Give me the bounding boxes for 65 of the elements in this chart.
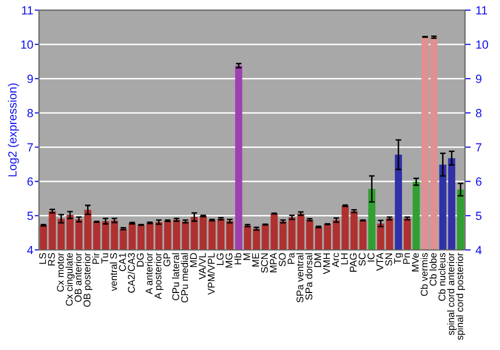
x-tick-label: spinal cord anterior — [447, 252, 456, 336]
y-tick-label: 6 — [27, 177, 33, 186]
y-tick-label: 11 — [22, 6, 33, 14]
x-tick-label: Pa — [288, 252, 295, 264]
x-tick-label: DG — [136, 253, 144, 266]
x-tick-label: RS — [48, 253, 55, 266]
y-tick-label: 9 — [27, 74, 33, 84]
y-tick-label: 5 — [27, 212, 33, 220]
x-tick-label: Arc — [332, 252, 339, 268]
x-tick-label: Cb vermis — [420, 253, 428, 296]
y-tick-label: 8 — [27, 108, 33, 118]
x-tick-label: SPa dorsal — [305, 253, 312, 300]
x-tick-label: OB posterior — [83, 252, 92, 307]
x-tick-label: Pir — [92, 252, 100, 264]
x-tick-label: MPA — [270, 252, 277, 272]
x-tick-label: CA2/CA3 — [128, 253, 135, 293]
y2-tick-label: 5 — [476, 212, 482, 220]
x-tick-label: PAG — [350, 253, 357, 272]
y-axis-title: Log2 (expression) — [8, 84, 19, 176]
x-tick-label: VA/VL — [198, 253, 206, 280]
y-tick-label: 4 — [27, 246, 34, 254]
x-tick-label: SO — [278, 253, 286, 266]
x-tick-label: LH — [341, 253, 348, 264]
x-tick-label: ventral S — [110, 253, 118, 292]
x-tick-label: A posterior — [154, 252, 164, 300]
x-tick-label: OB anterior — [74, 252, 82, 302]
x-tick-label: CPu medial — [180, 253, 188, 302]
x-tick-label: GP — [163, 253, 170, 266]
y2-tick-label: 6 — [476, 177, 482, 186]
y2-tick-label: 8 — [476, 108, 482, 118]
x-tick-label: VTA — [376, 252, 384, 271]
x-tick-label: VPM/VPL — [208, 253, 215, 295]
x-tick-label: IC — [368, 253, 374, 262]
x-tick-label: DM — [314, 253, 322, 267]
x-tick-label: Tg — [394, 253, 403, 264]
x-tick-label: SN — [385, 253, 392, 266]
x-tick-label: MD — [190, 253, 197, 267]
y-tick-label: 10 — [21, 40, 33, 49]
x-tick-label: Cb nucleus — [438, 253, 446, 301]
x-tick-label: CA1 — [119, 253, 126, 272]
y2-tick-label: 7 — [476, 143, 482, 152]
x-tick-label: ME — [252, 253, 259, 266]
x-tick-label: M — [243, 253, 250, 260]
x-tick-label: LS — [39, 253, 46, 264]
y2-tick-label: 9 — [476, 74, 482, 84]
x-tick-label: SC — [358, 253, 366, 266]
x-tick-label: CPu lateral — [172, 253, 180, 300]
x-tick-label: Cx motor — [56, 252, 64, 292]
x-tick-label: LG — [216, 253, 224, 265]
x-tick-label: VMH — [323, 253, 330, 274]
x-tick-label: Pn — [403, 253, 410, 264]
x-tick-label: spinal cord posterior — [456, 252, 466, 340]
y2-tick-label: 10 — [476, 40, 488, 49]
x-tick-label: Hb — [234, 253, 242, 264]
x-tick-label: Tu — [101, 253, 108, 264]
x-tick-label: MG — [226, 253, 232, 268]
x-tick-label: SCN — [261, 253, 268, 273]
x-tick-label: MVe — [412, 253, 419, 272]
x-tick-label: Cx cingulate — [66, 253, 75, 306]
y2-tick-label: 11 — [476, 6, 488, 14]
y2-tick-label: 4 — [476, 246, 482, 254]
x-tick-label: A anterior — [145, 252, 153, 294]
x-tick-label: Cb lobe — [429, 253, 437, 286]
x-tick-label: SPa ventral — [296, 253, 304, 302]
y-tick-label: 7 — [27, 143, 33, 152]
